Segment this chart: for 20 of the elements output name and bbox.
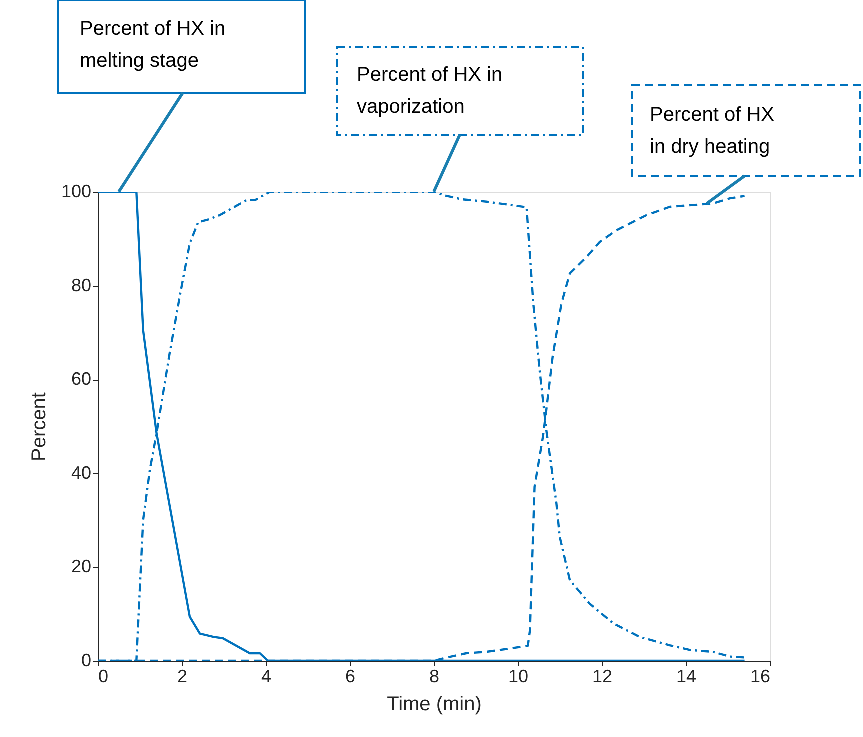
x-tick-label: 4 [261, 666, 272, 686]
x-tick-label: 0 [98, 666, 109, 686]
y-tick-label: 40 [71, 462, 92, 483]
x-tick-label: 14 [676, 666, 697, 686]
y-tick-label: 100 [61, 182, 92, 202]
x-tick-label: 10 [508, 666, 529, 686]
y-tick-label: 80 [71, 275, 92, 296]
y-tick-label: 20 [71, 556, 92, 577]
annotation: Percent of HX in melting stage [80, 18, 226, 72]
y-tick-label: 0 [81, 650, 92, 670]
annotation: Percent of HX in dry heating [650, 104, 775, 158]
x-tick-label: 12 [592, 666, 613, 686]
annotation: Percent of HX in vaporization [357, 64, 503, 118]
x-tick-label: 2 [177, 666, 188, 686]
x-axis-title: Time (min) [387, 694, 482, 716]
x-tick-label: 6 [345, 666, 356, 686]
y-tick-label: 60 [71, 369, 92, 390]
x-tick-label: 8 [429, 666, 440, 686]
x-tick-label: 16 [750, 666, 770, 686]
y-axis-title: Percent [28, 392, 50, 462]
